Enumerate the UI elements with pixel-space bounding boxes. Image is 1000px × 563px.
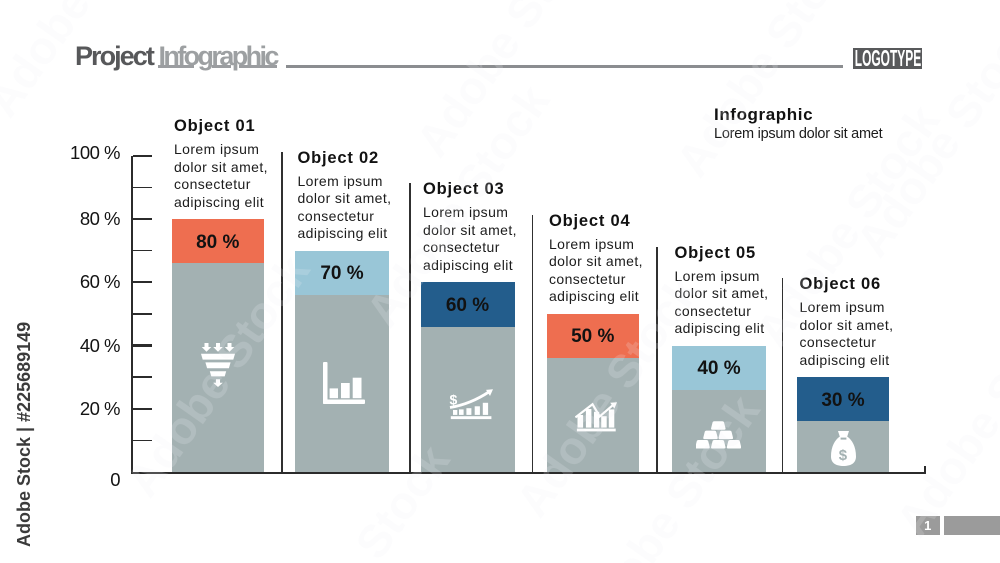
svg-text:Adobe Stock: Adobe Stock <box>0 0 180 126</box>
svg-text:$: $ <box>839 447 848 464</box>
svg-text:Adobe Stock: Adobe Stock <box>846 5 1000 265</box>
svg-text:Adobe Stock: Adobe Stock <box>666 0 870 186</box>
svg-text:Adobe Stock: Adobe Stock <box>116 245 320 505</box>
svg-text:Adobe Stock: Adobe Stock <box>886 285 1000 545</box>
svg-text:Adobe Stock: Adobe Stock <box>256 435 460 563</box>
svg-text:$: $ <box>450 392 458 408</box>
